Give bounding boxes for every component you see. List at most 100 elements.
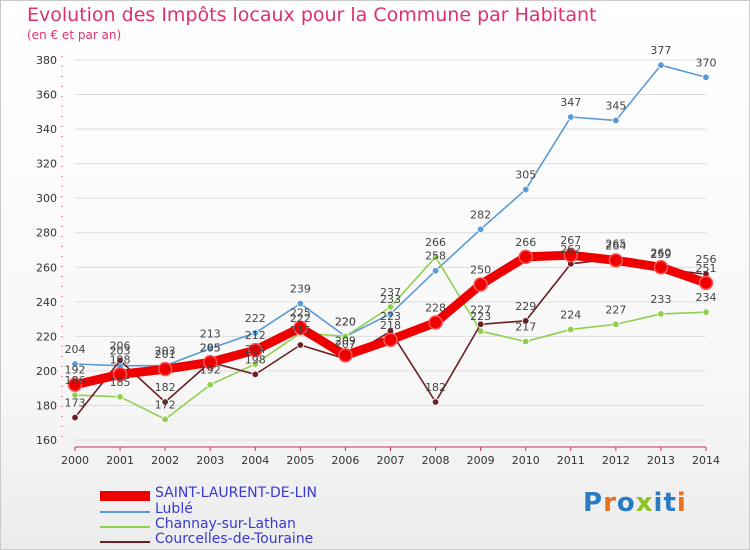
legend-label: Courcelles-de-Touraine: [155, 531, 314, 547]
data-label-3: 227: [470, 303, 491, 316]
x-tick-label: 2007: [377, 454, 405, 467]
data-label-1: 305: [515, 169, 536, 182]
data-point-0: [563, 247, 579, 263]
legend-label: Lublé: [155, 501, 193, 517]
data-label-2: 220: [335, 315, 356, 328]
data-point-0: [202, 355, 218, 370]
data-point-2: [206, 381, 214, 389]
data-point-3: [296, 341, 305, 349]
y-tick-label: 180: [36, 399, 57, 412]
data-label-0: 218: [380, 319, 401, 332]
data-label-1: 204: [65, 343, 86, 356]
data-point-0: [67, 377, 83, 392]
logo-letter: P: [583, 488, 604, 518]
data-label-0: 212: [245, 329, 266, 342]
data-label-0: 205: [200, 341, 221, 354]
data-point-2: [612, 320, 620, 328]
data-label-2: 185: [110, 376, 131, 389]
x-tick-label: 2013: [647, 454, 675, 467]
data-label-2: 237: [380, 286, 401, 299]
data-label-2: 204: [245, 343, 266, 356]
chart-subtitle: (en € et par an): [27, 28, 122, 42]
data-point-1: [206, 344, 214, 353]
data-point-3: [71, 413, 79, 422]
data-point-1: [612, 116, 620, 125]
data-label-3: 223: [380, 310, 401, 323]
data-label-0: 192: [65, 364, 86, 377]
data-point-0: [653, 260, 669, 275]
data-label-0: 266: [515, 236, 536, 249]
legend-swatch: [100, 526, 150, 528]
data-label-3: 215: [290, 324, 311, 337]
y-tick-label: 340: [36, 123, 57, 136]
series-lines: [67, 61, 714, 423]
data-point-0: [383, 332, 398, 348]
data-label-0: 250: [470, 264, 491, 277]
data-label-2: 172: [155, 398, 176, 411]
y-tick-label: 160: [36, 434, 57, 447]
legend-swatch: [100, 511, 150, 513]
data-point-2: [702, 308, 710, 316]
y-tick-label: 240: [36, 296, 57, 309]
logo-letter: t: [663, 488, 677, 518]
data-label-3: 229: [515, 300, 536, 313]
x-tick-label: 2009: [467, 454, 495, 467]
data-point-0: [157, 361, 173, 377]
legend-swatch: [100, 541, 150, 543]
x-tick-label: 2003: [196, 454, 224, 467]
data-label-3: 265: [605, 238, 626, 251]
data-label-2: 224: [560, 308, 581, 321]
data-point-0: [293, 320, 308, 335]
data-point-1: [657, 61, 665, 69]
data-point-2: [431, 253, 440, 261]
data-point-1: [296, 299, 305, 308]
legend-swatch: [100, 491, 150, 501]
data-labels: 204 203 203 213 222 239 220 233 258 282 305 347 345 3…: [65, 44, 717, 411]
data-label-0: 267: [560, 234, 581, 247]
x-tick-label: 2014: [692, 454, 720, 467]
data-point-2: [522, 337, 530, 346]
data-label-1: 222: [245, 312, 266, 325]
y-tick-label: 200: [36, 365, 57, 378]
data-label-2: 217: [515, 321, 536, 334]
data-point-3: [431, 398, 440, 406]
y-tick-label: 220: [36, 330, 57, 343]
logo-letter: i: [653, 488, 664, 518]
data-point-1: [431, 267, 440, 275]
y-tick-label: 300: [36, 192, 57, 205]
data-label-1: 203: [155, 345, 176, 358]
logo-letter: r: [603, 488, 617, 518]
data-label-1: 220: [335, 315, 356, 328]
data-label-2: 186: [65, 374, 86, 387]
data-label-3: 182: [425, 381, 446, 394]
data-point-0: [338, 348, 353, 363]
data-point-0: [608, 253, 624, 268]
logo-letter: i: [676, 488, 687, 518]
data-label-0: 260: [650, 246, 671, 259]
data-point-3: [251, 370, 259, 379]
data-point-1: [476, 225, 485, 233]
data-label-1: 213: [200, 327, 221, 340]
data-point-1: [522, 185, 530, 194]
data-label-3: 206: [110, 340, 131, 353]
data-label-2: 222: [290, 312, 311, 325]
data-label-0: 251: [696, 262, 717, 275]
data-label-1: 239: [290, 283, 311, 296]
y-tick-label: 380: [36, 54, 57, 67]
data-label-0: 264: [605, 239, 626, 252]
data-label-2: 234: [696, 291, 717, 304]
y-tick-label: 320: [36, 158, 57, 171]
data-label-0: 198: [110, 353, 131, 366]
data-label-1: 377: [650, 44, 671, 57]
logo-letter: o: [616, 488, 636, 518]
data-point-1: [251, 329, 259, 337]
data-point-0: [473, 277, 488, 292]
data-label-0: 209: [335, 334, 356, 347]
y-tick-label: 260: [36, 261, 57, 274]
data-label-3: 262: [560, 243, 581, 256]
data-point-3: [161, 398, 169, 406]
data-point-0: [248, 342, 263, 358]
data-label-3: 173: [65, 397, 86, 410]
x-tick-label: 2002: [151, 454, 179, 467]
